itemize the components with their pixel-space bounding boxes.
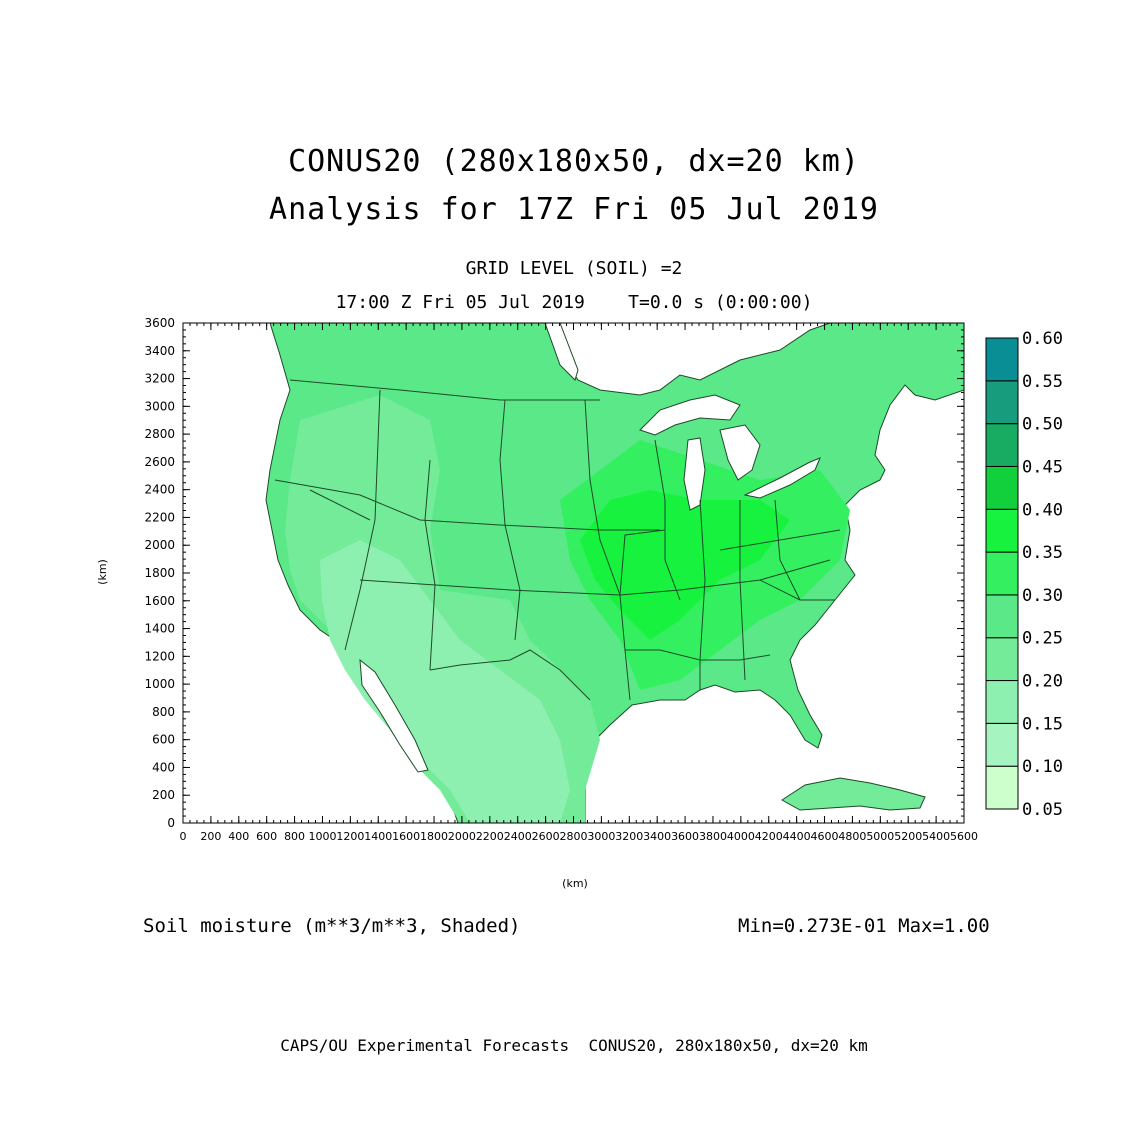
colorbar-swatch — [985, 337, 1019, 382]
political-borders — [274, 379, 841, 701]
colorbar-level-label: 0.35 — [1022, 543, 1063, 563]
x-axis-label: (km) — [562, 877, 588, 890]
colorbar-level-label: 0.50 — [1022, 415, 1063, 435]
grid-level-label: GRID LEVEL (SOIL) =2 — [465, 258, 683, 279]
colorbar-swatch — [985, 551, 1019, 596]
corn-belt-wettest — [580, 490, 790, 640]
x-tick-label: 1200 — [336, 830, 364, 843]
x-tick-label: 3000 — [587, 830, 615, 843]
colorbar-level-label: 0.40 — [1022, 500, 1063, 520]
x-tick-label: 4400 — [783, 830, 811, 843]
x-tick-label: 1600 — [392, 830, 420, 843]
land-shading — [265, 323, 964, 823]
colorbar-level-label: 0.30 — [1022, 586, 1063, 606]
x-tick-label: 4000 — [727, 830, 755, 843]
y-tick-label: 600 — [152, 733, 175, 747]
y-tick-label: 800 — [152, 705, 175, 719]
x-tick-label: 3600 — [671, 830, 699, 843]
y-tick-label: 3600 — [144, 316, 175, 330]
colorbar-swatch — [985, 594, 1019, 639]
colorbar-level-label: 0.60 — [1022, 329, 1063, 349]
x-tick-label: 3400 — [643, 830, 671, 843]
y-tick-label: 3200 — [144, 372, 175, 386]
colorbar-level-label: 0.55 — [1022, 372, 1063, 392]
y-tick-label: 1800 — [144, 566, 175, 580]
x-tick-label: 5000 — [866, 830, 894, 843]
y-tick-label: 3000 — [144, 399, 175, 413]
min-max-label: Min=0.273E-01 Max=1.00 — [738, 915, 990, 937]
x-tick-label: 5400 — [922, 830, 950, 843]
x-tick-label: 200 — [200, 830, 221, 843]
y-tick-label: 2400 — [144, 483, 175, 497]
field-description: Soil moisture (m**3/m**3, Shaded) — [143, 915, 521, 937]
gulf-of-california — [359, 658, 429, 773]
colorbar-level-label: 0.20 — [1022, 672, 1063, 692]
hudson-bay — [544, 323, 579, 381]
x-tick-label: 800 — [284, 830, 305, 843]
x-tick-label: 5200 — [894, 830, 922, 843]
colorbar-swatch — [985, 637, 1019, 682]
x-tick-label: 600 — [256, 830, 277, 843]
colorbar-level-label: 0.10 — [1022, 757, 1063, 777]
x-tick-label: 2800 — [560, 830, 588, 843]
colorbar-swatch — [985, 423, 1019, 467]
x-tick-label: 5600 — [950, 830, 978, 843]
y-tick-label: 2000 — [144, 538, 175, 552]
x-tick-label: 2600 — [532, 830, 560, 843]
y-tick-label: 0 — [167, 816, 175, 830]
colorbar-level-label: 0.05 — [1022, 800, 1063, 820]
colorbar-swatch — [985, 722, 1019, 767]
x-tick-label: 4800 — [838, 830, 866, 843]
y-tick-label: 2800 — [144, 427, 175, 441]
y-tick-label: 400 — [152, 760, 175, 774]
x-tick-label: 1000 — [308, 830, 336, 843]
colorbar-level-label: 0.15 — [1022, 714, 1063, 734]
lake-erie-ontario — [743, 457, 821, 499]
colorbar-level-label: 0.25 — [1022, 629, 1063, 649]
x-tick-label: 2400 — [504, 830, 532, 843]
colorbar-swatch — [985, 508, 1019, 553]
x-axis-ticks: 0 200 400 600 800 1000 1200 1400 1600 1800 2000 220… — [180, 323, 978, 843]
x-tick-label: 3200 — [615, 830, 643, 843]
map-subtitle: Analysis for 17Z Fri 05 Jul 2019 — [269, 192, 879, 227]
y-tick-label: 3400 — [144, 344, 175, 358]
y-tick-label: 2200 — [144, 510, 175, 524]
colorbar-level-label: 0.45 — [1022, 457, 1063, 477]
y-tick-label: 2600 — [144, 455, 175, 469]
footer-credit: CAPS/OU Experimental Forecasts CONUS20, … — [280, 1036, 868, 1055]
cuba-land — [781, 777, 926, 811]
lake-huron — [719, 424, 761, 481]
x-tick-label: 2200 — [476, 830, 504, 843]
x-tick-label: 4200 — [755, 830, 783, 843]
valid-time-label: 17:00 Z Fri 05 Jul 2019 T=0.0 s (0:00:00… — [335, 292, 813, 313]
y-tick-label: 200 — [152, 788, 175, 802]
x-tick-label: 2000 — [448, 830, 476, 843]
colorbar-swatch — [985, 465, 1019, 510]
map-title: CONUS20 (280x180x50, dx=20 km) — [288, 144, 860, 179]
lake-superior — [639, 394, 741, 436]
colorbar-swatch — [985, 380, 1019, 425]
x-tick-label: 400 — [228, 830, 249, 843]
y-axis-ticks: 0 200 400 600 800 1000 1200 1400 1600 1800 2000 220… — [144, 316, 964, 830]
x-tick-label: 0 — [180, 830, 187, 843]
colorbar: 0.05 0.10 0.15 0.20 0.25 0.30 0.35 0.40 0.45 0.50… — [985, 329, 1063, 820]
x-tick-label: 1400 — [364, 830, 392, 843]
x-tick-label: 3800 — [699, 830, 727, 843]
colorbar-swatch — [985, 680, 1019, 724]
southwest-dry-region — [320, 540, 570, 823]
y-axis-label: (km) — [96, 559, 109, 585]
x-tick-label: 4600 — [811, 830, 839, 843]
y-tick-label: 1000 — [144, 677, 175, 691]
colorbar-swatch — [985, 765, 1019, 810]
y-tick-label: 1600 — [144, 594, 175, 608]
x-tick-label: 1800 — [420, 830, 448, 843]
y-tick-label: 1200 — [144, 649, 175, 663]
y-tick-label: 1400 — [144, 622, 175, 636]
